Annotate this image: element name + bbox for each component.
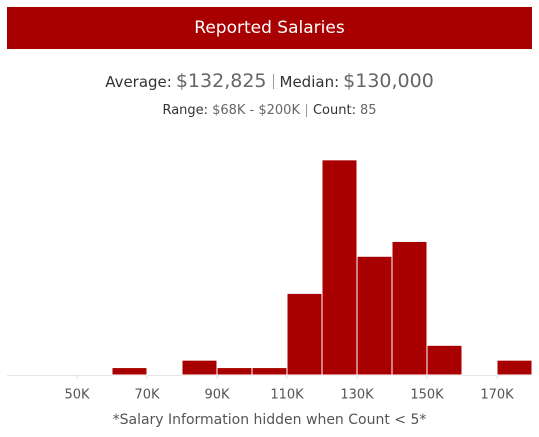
bar xyxy=(111,367,148,376)
value: $130,000 xyxy=(343,70,434,92)
x-tick-label: 70K xyxy=(134,388,160,403)
footnote: *Salary Information hidden when Count < … xyxy=(112,412,427,428)
label: Count: xyxy=(312,103,356,118)
separator xyxy=(272,73,274,89)
bar xyxy=(391,240,428,376)
x-tick-label: 170K xyxy=(480,388,514,403)
separator xyxy=(305,104,307,117)
x-tick-label: 50K xyxy=(64,388,90,403)
value: $132,825 xyxy=(175,70,267,92)
bar xyxy=(216,367,253,376)
x-tick-label: 90K xyxy=(204,388,230,403)
x-tick-label: 150K xyxy=(410,388,444,403)
bar xyxy=(321,159,358,376)
bar xyxy=(496,359,533,376)
label: Average: xyxy=(105,73,172,91)
value: $68K - $200K xyxy=(212,103,300,118)
bar xyxy=(426,344,463,376)
x-tick-label: 110K xyxy=(270,388,304,403)
bar xyxy=(356,255,393,376)
label: Median: xyxy=(279,73,340,91)
bar xyxy=(251,367,288,376)
range-line: Range: $68K - $200K Count: 85 xyxy=(0,103,539,118)
bar xyxy=(286,292,323,376)
value: 85 xyxy=(359,103,377,118)
header-title: Reported Salaries xyxy=(7,7,532,49)
stats-line: Average: $132,825 Median: $130,000 xyxy=(0,70,539,92)
bar xyxy=(181,359,218,376)
label: Range: xyxy=(162,103,209,118)
x-tick-label: 130K xyxy=(340,388,374,403)
